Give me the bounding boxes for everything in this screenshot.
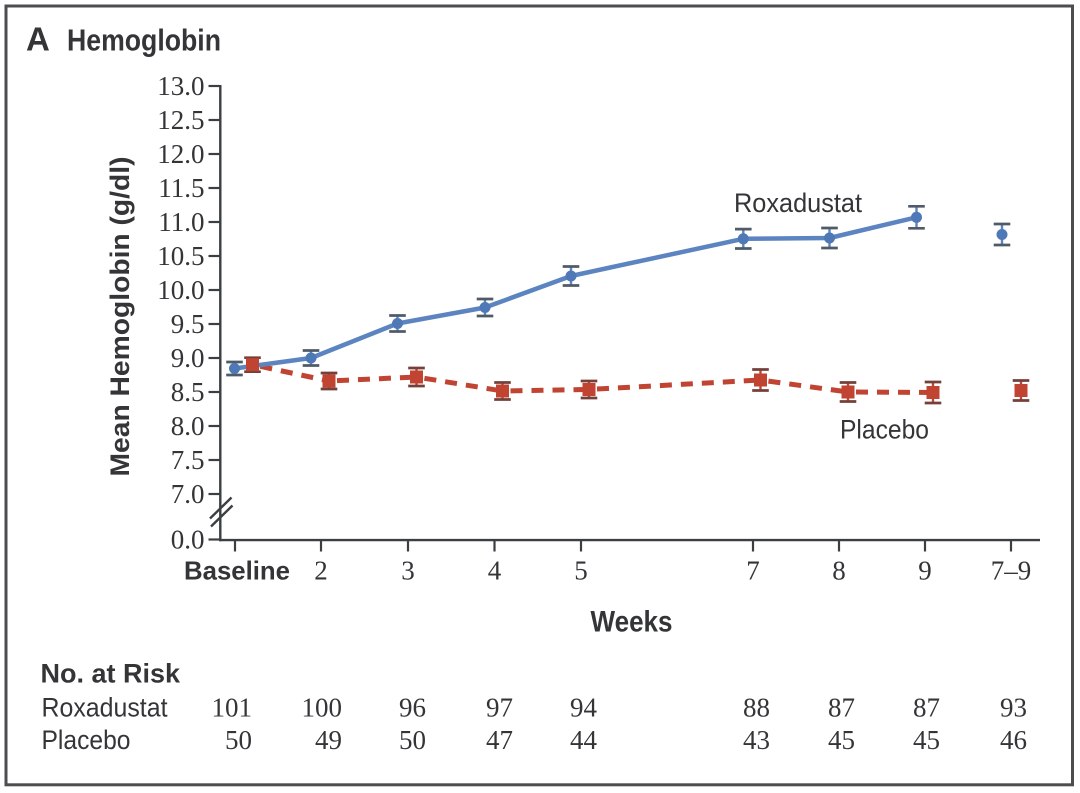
svg-text:Hemoglobin: Hemoglobin xyxy=(67,23,221,58)
svg-text:8.0: 8.0 xyxy=(171,411,205,441)
svg-text:A: A xyxy=(26,21,50,58)
svg-text:No. at Risk: No. at Risk xyxy=(41,659,182,689)
svg-text:43: 43 xyxy=(743,725,770,755)
svg-text:50: 50 xyxy=(225,725,252,755)
svg-text:11.0: 11.0 xyxy=(158,207,204,237)
svg-text:Roxadustat: Roxadustat xyxy=(42,693,168,723)
svg-text:Placebo: Placebo xyxy=(42,725,131,755)
svg-text:Roxadustat: Roxadustat xyxy=(734,188,862,218)
svg-text:8.5: 8.5 xyxy=(171,377,205,407)
svg-text:4: 4 xyxy=(488,556,502,586)
svg-text:49: 49 xyxy=(315,725,342,755)
svg-text:88: 88 xyxy=(743,693,770,723)
svg-text:46: 46 xyxy=(1000,725,1027,755)
svg-text:7–9: 7–9 xyxy=(991,556,1032,586)
svg-text:94: 94 xyxy=(570,693,598,723)
svg-text:Baseline: Baseline xyxy=(184,556,290,586)
svg-text:7.5: 7.5 xyxy=(171,445,205,475)
svg-text:10.5: 10.5 xyxy=(157,241,204,271)
svg-text:9.0: 9.0 xyxy=(171,343,205,373)
svg-text:Placebo: Placebo xyxy=(840,415,929,445)
svg-text:12.5: 12.5 xyxy=(157,105,204,135)
svg-text:3: 3 xyxy=(401,556,415,586)
svg-text:5: 5 xyxy=(574,556,588,586)
svg-text:8: 8 xyxy=(832,556,846,586)
svg-text:9: 9 xyxy=(918,556,932,586)
svg-text:12.0: 12.0 xyxy=(157,139,204,169)
svg-text:47: 47 xyxy=(486,725,513,755)
svg-text:97: 97 xyxy=(486,693,513,723)
svg-text:7.0: 7.0 xyxy=(171,479,205,509)
svg-text:101: 101 xyxy=(212,693,253,723)
svg-text:50: 50 xyxy=(399,725,426,755)
svg-text:44: 44 xyxy=(570,725,598,755)
svg-text:Mean Hemoglobin (g/dl): Mean Hemoglobin (g/dl) xyxy=(105,157,135,477)
svg-text:13.0: 13.0 xyxy=(157,71,204,101)
svg-text:2: 2 xyxy=(314,556,328,586)
svg-text:87: 87 xyxy=(913,693,940,723)
svg-text:9.5: 9.5 xyxy=(171,309,205,339)
svg-text:93: 93 xyxy=(1000,693,1027,723)
svg-text:45: 45 xyxy=(828,725,855,755)
svg-text:11.5: 11.5 xyxy=(158,173,204,203)
svg-text:10.0: 10.0 xyxy=(157,275,204,305)
svg-text:45: 45 xyxy=(913,725,940,755)
svg-text:Weeks: Weeks xyxy=(591,606,673,639)
svg-text:7: 7 xyxy=(746,556,760,586)
svg-text:96: 96 xyxy=(399,693,426,723)
svg-text:0.0: 0.0 xyxy=(171,525,205,555)
svg-text:100: 100 xyxy=(302,693,343,723)
svg-text:87: 87 xyxy=(828,693,855,723)
